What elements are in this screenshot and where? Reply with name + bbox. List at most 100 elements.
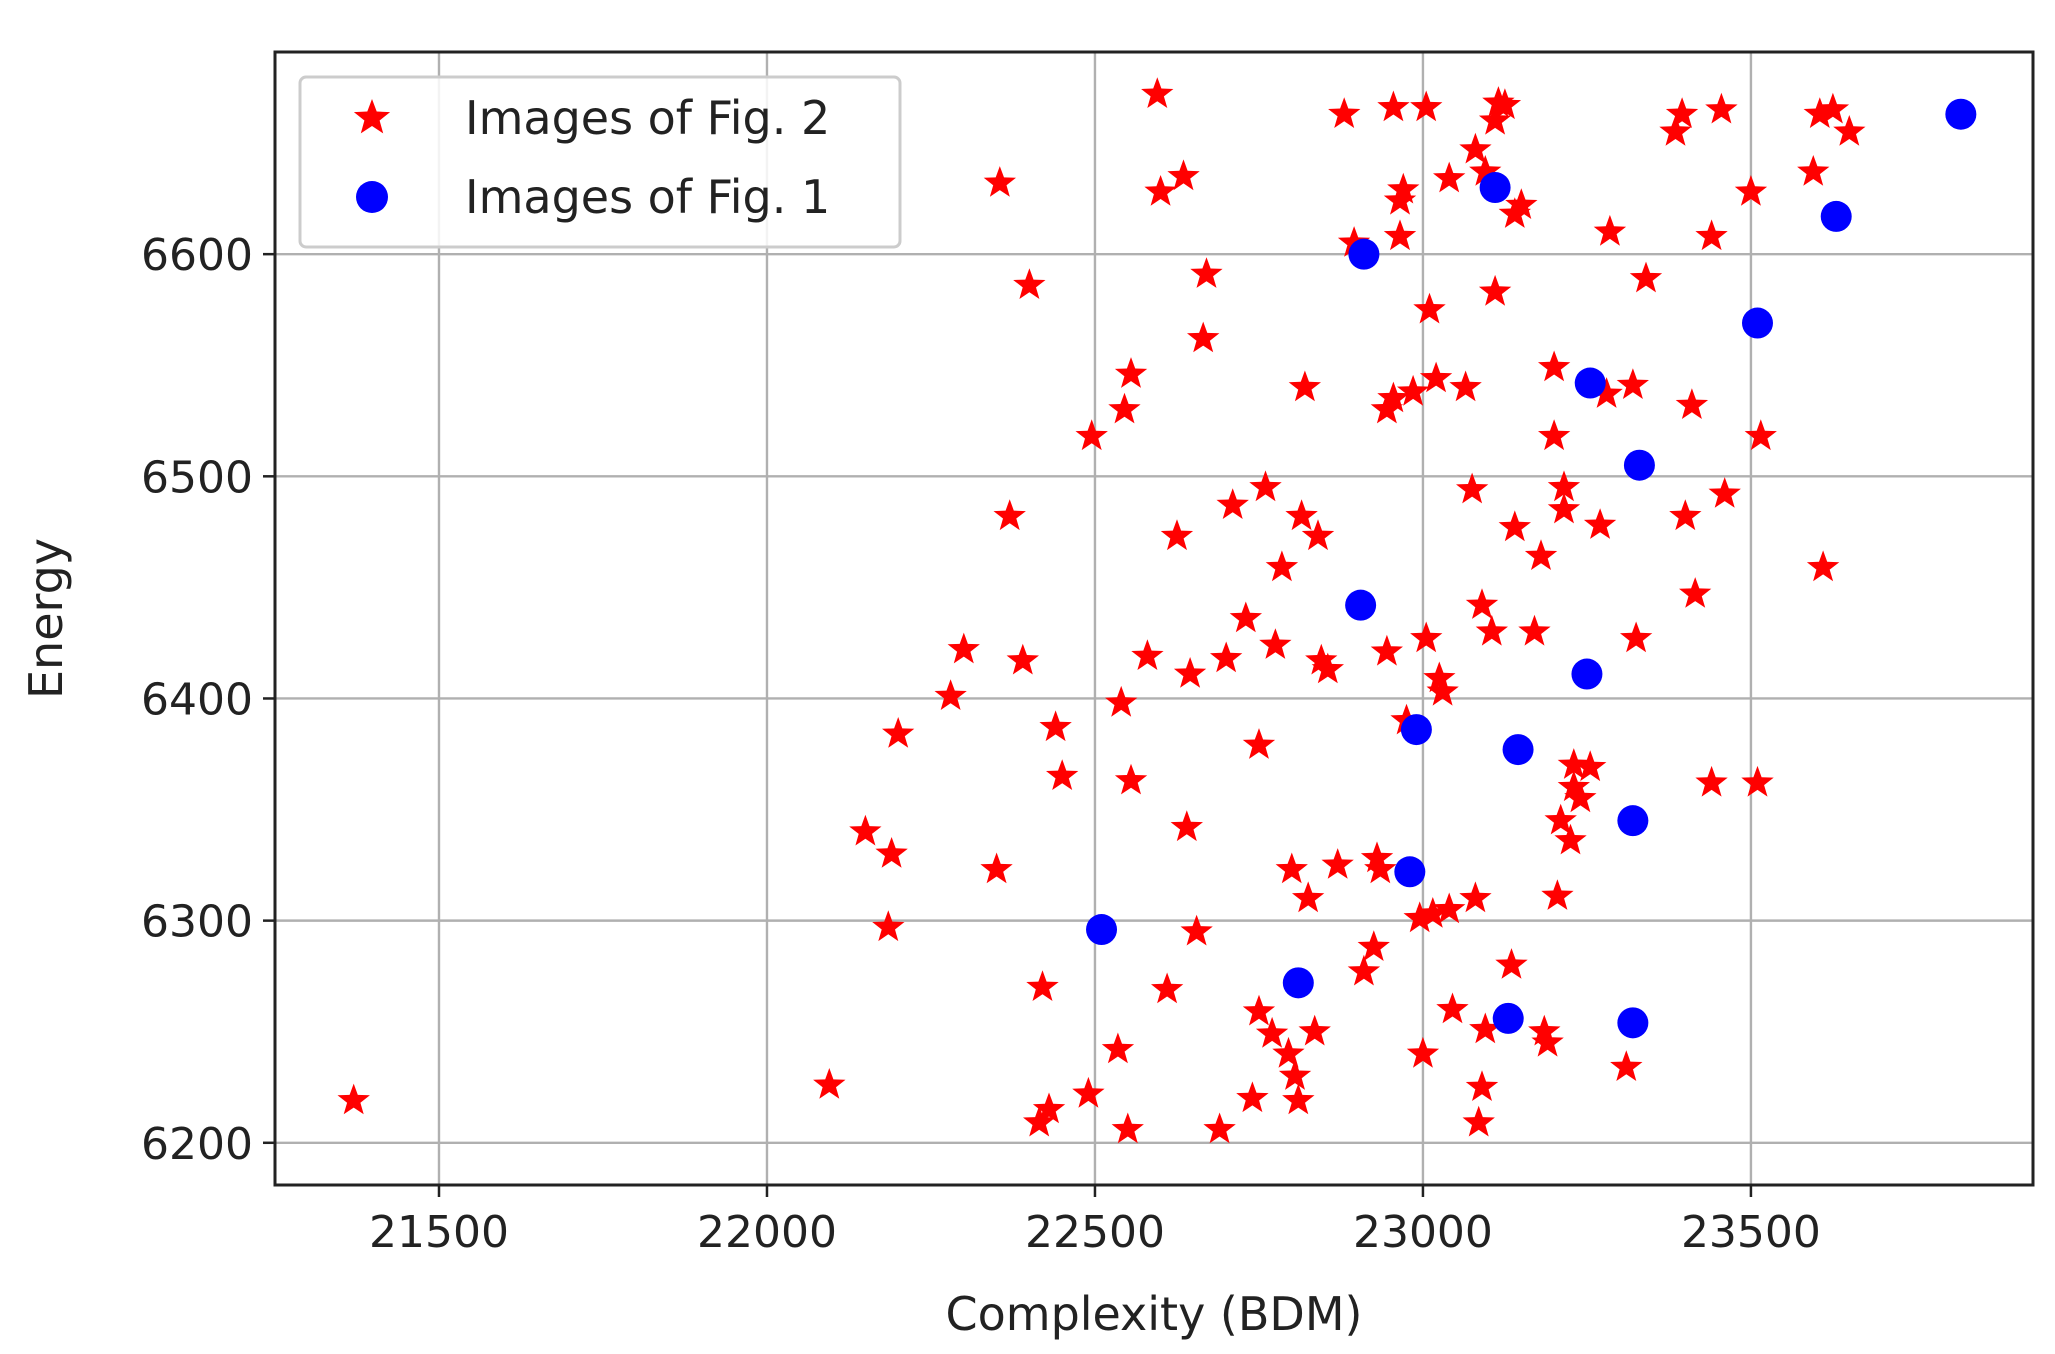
data-point-star: [1475, 614, 1508, 646]
data-point-star: [1524, 539, 1558, 570]
legend-star: [353, 99, 391, 134]
data-point-star: [1528, 1014, 1561, 1046]
data-point-star: [1111, 1112, 1144, 1144]
data-point-star: [1741, 765, 1774, 797]
data-point-star: [1242, 994, 1276, 1026]
data-point-circle: [1086, 914, 1118, 946]
data-point-star: [1114, 357, 1148, 388]
data-point-star: [1557, 770, 1590, 802]
data-point-star: [1833, 115, 1866, 146]
data-point-star: [1006, 643, 1039, 675]
data-point-star: [1803, 97, 1836, 128]
data-point-circle: [1623, 449, 1655, 481]
data-point-star: [1377, 90, 1410, 122]
data-point-star: [983, 166, 1016, 197]
data-point-star: [1288, 370, 1321, 402]
data-point-star: [1708, 477, 1741, 508]
data-point-star: [1665, 97, 1699, 128]
data-point-star: [1675, 388, 1709, 419]
data-point-star: [1377, 381, 1410, 413]
data-point-star: [1564, 781, 1597, 813]
data-point-star: [947, 632, 980, 664]
grid: [275, 52, 2033, 1185]
data-point-star: [1419, 361, 1453, 393]
data-point-circle: [1820, 200, 1852, 232]
data-point-star: [1593, 214, 1627, 246]
data-point-star: [1242, 728, 1276, 759]
data-point-star: [1229, 601, 1262, 633]
data-point-star: [1505, 188, 1538, 219]
data-point-circle: [1617, 805, 1649, 837]
data-point-star: [1170, 810, 1203, 842]
legend-box: [298, 75, 902, 249]
data-point-star: [1679, 577, 1712, 608]
data-point-circle: [1348, 238, 1380, 270]
legend-label-fig2: Images of Fig. 2: [465, 91, 830, 145]
data-point-circle: [1741, 307, 1773, 339]
data-point-star: [1547, 492, 1581, 524]
data-point-star: [1541, 879, 1574, 910]
data-point-star: [1695, 765, 1728, 797]
data-point-star: [1249, 470, 1282, 502]
data-point-star: [1131, 639, 1164, 670]
data-point-star: [1203, 1112, 1236, 1144]
data-point-star: [980, 852, 1013, 884]
data-point-star: [1236, 1081, 1269, 1113]
data-point-star: [1032, 1092, 1066, 1124]
data-point-star: [1160, 519, 1194, 551]
data-point-star: [1105, 685, 1138, 717]
data-point-star: [1436, 992, 1469, 1024]
data-point-star: [1311, 652, 1344, 684]
data-point-star: [1659, 115, 1692, 146]
data-point-star: [1360, 841, 1394, 873]
data-point-star: [1370, 634, 1403, 666]
data-point-star: [1478, 103, 1512, 135]
series-fig1-circles: [1086, 98, 1977, 1039]
data-point-circle: [1502, 734, 1534, 766]
data-point-star: [1583, 508, 1617, 539]
data-point-star: [1531, 1025, 1564, 1057]
data-point-star: [1259, 628, 1292, 659]
data-point-star: [1026, 970, 1059, 1001]
data-point-star: [1114, 763, 1148, 795]
legend-marker-circle: [356, 181, 388, 213]
data-point-star: [1469, 1012, 1502, 1044]
y-tick-label: 6400: [141, 674, 253, 725]
data-point-star: [1744, 419, 1777, 451]
series-fig2-stars: [337, 77, 1866, 1144]
data-point-star: [1629, 261, 1663, 293]
data-point-star: [1406, 1036, 1440, 1068]
data-point-star: [1413, 292, 1446, 324]
data-point-star: [1449, 370, 1482, 402]
data-point-star: [1187, 321, 1220, 353]
data-point-star: [1695, 219, 1728, 251]
data-point-star: [1072, 1076, 1105, 1108]
data-point-star: [1797, 155, 1830, 186]
data-point-star: [1216, 488, 1249, 519]
plot-frame: [273, 50, 2035, 1187]
data-point-star: [1478, 274, 1512, 306]
x-tick-label: 22000: [697, 1207, 837, 1258]
data-point-star: [1669, 499, 1702, 531]
data-point-circle: [1479, 172, 1511, 204]
data-point-star: [1272, 1036, 1305, 1068]
data-point-star: [1426, 674, 1459, 706]
x-axis-title: Complexity (BDM): [946, 1287, 1363, 1341]
data-point-star: [1538, 419, 1571, 451]
data-point-circle: [1345, 589, 1377, 621]
data-point-star: [1465, 588, 1499, 619]
data-point-star: [1433, 161, 1466, 193]
data-point-circle: [1571, 658, 1603, 690]
data-point-star: [934, 679, 967, 710]
data-point-circle: [1617, 1007, 1649, 1039]
data-point-star: [1705, 92, 1738, 124]
data-point-star: [1495, 948, 1528, 979]
data-point-star: [1151, 972, 1184, 1004]
legend-circle: [356, 181, 388, 213]
data-point-star: [1620, 621, 1653, 653]
y-tick-label: 6300: [141, 897, 253, 948]
data-point-star: [1013, 268, 1046, 299]
data-point-star: [1278, 1059, 1312, 1090]
data-point-star: [1574, 750, 1607, 782]
data-point-star: [1039, 710, 1072, 742]
